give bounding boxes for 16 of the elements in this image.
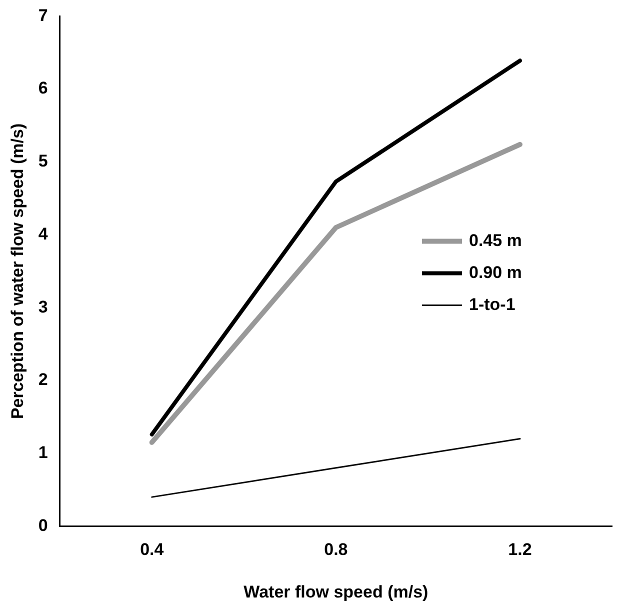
y-tick-label: 2 (38, 370, 48, 390)
y-tick-label: 4 (38, 224, 48, 244)
y-axis-title: Perception of water flow speed (m/s) (8, 123, 27, 420)
legend-label: 1-to-1 (469, 294, 516, 314)
x-tick-label: 0.4 (140, 540, 164, 560)
x-tick-label: 1.2 (508, 540, 532, 560)
legend-label: 0.45 m (469, 230, 522, 250)
y-tick-label: 3 (38, 297, 48, 316)
x-tick-label: 0.8 (324, 540, 348, 560)
y-tick-label: 0 (38, 516, 48, 535)
x-axis-title: Water flow speed (m/s) (244, 582, 428, 602)
y-tick-label: 7 (38, 6, 48, 25)
legend-label: 0.90 m (469, 262, 522, 282)
y-tick-label: 6 (38, 78, 48, 98)
y-tick-label: 1 (38, 443, 48, 462)
y-tick-label: 5 (38, 152, 48, 171)
